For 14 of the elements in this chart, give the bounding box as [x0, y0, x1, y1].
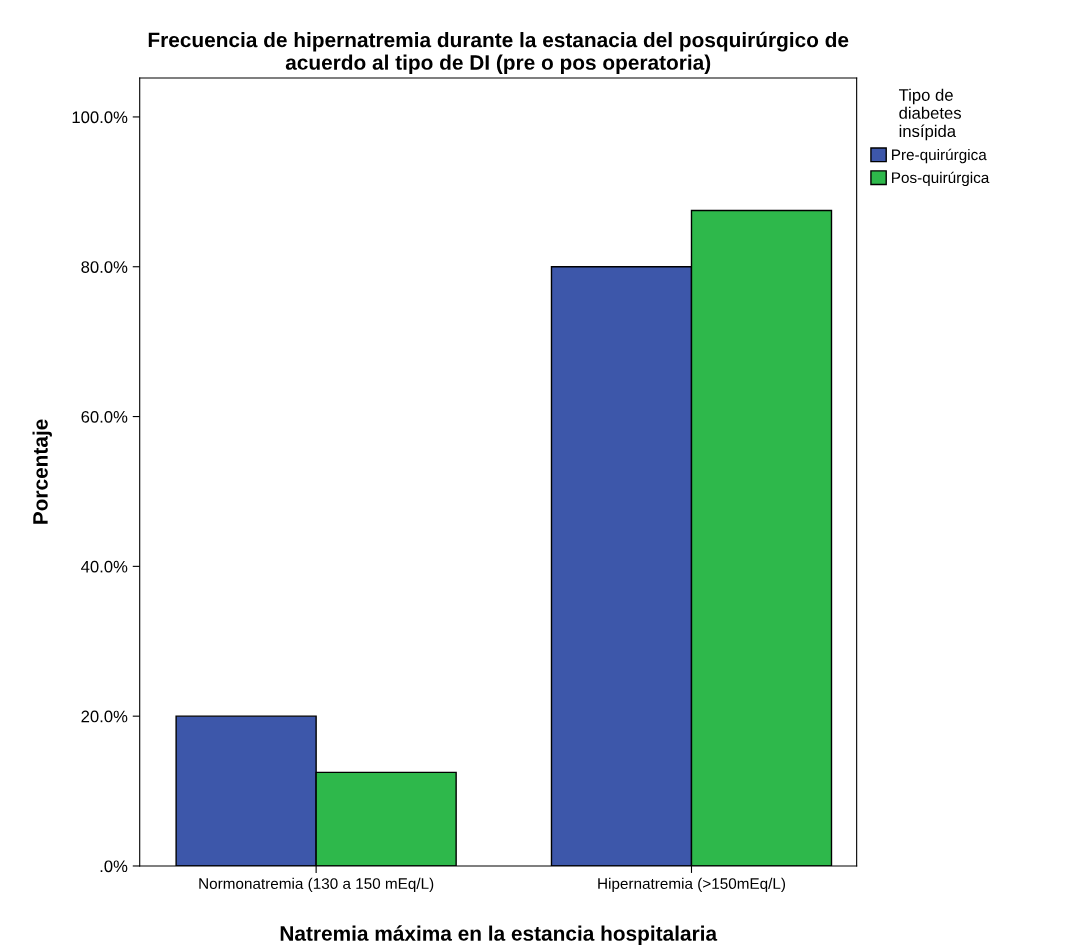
y-axis-title: Porcentaje	[32, 419, 52, 524]
x-tick-label: Hipernatremia (>150mEq/L)	[598, 877, 786, 893]
y-tick-label: 40.0%	[81, 560, 128, 573]
y-tick-label: 20.0%	[81, 710, 128, 723]
y-tick-label: 80.0%	[81, 261, 128, 273]
chart-title: Frecuencia de hipernatremia durante la estanacia del posquirúrgico de acuerdo al tipo de DI (pre o pos operatoria)	[148, 31, 849, 74]
legend-label: Pos-quirúrgica	[892, 171, 990, 187]
legend-label: Pre-quirúrgica	[892, 148, 987, 164]
y-tick-label: 60.0%	[81, 410, 128, 423]
y-tick-label: 100.0%	[72, 111, 128, 124]
legend-title: Tipo de diabetes insípida	[898, 88, 962, 141]
x-axis-title: Natremia máxima en la estancia hospitalaria	[280, 925, 718, 945]
x-tick-label: Normonatremia (130 a 150 mEq/L)	[199, 877, 434, 893]
y-tick-label: .0%	[100, 860, 128, 873]
